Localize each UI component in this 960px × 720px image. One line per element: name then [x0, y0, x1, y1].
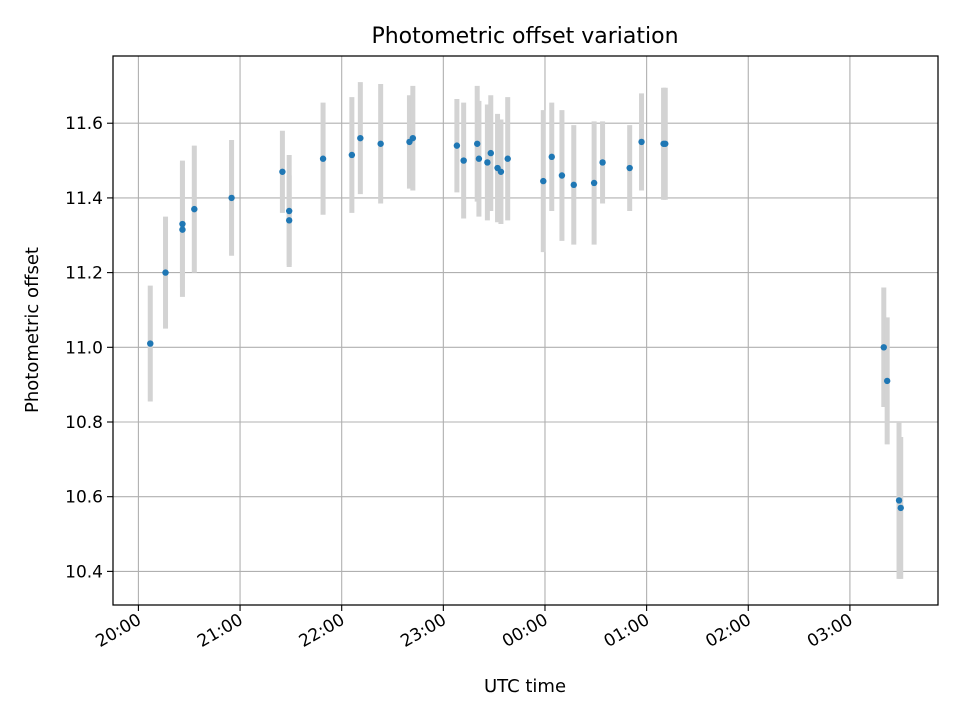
y-tick-label: 11.6	[65, 114, 103, 134]
data-point	[895, 497, 903, 504]
data-point	[497, 168, 505, 175]
data-point	[880, 344, 887, 351]
data-point	[285, 207, 293, 215]
chart-title: Photometric offset variation	[371, 24, 678, 49]
x-axis-label: UTC time	[484, 676, 566, 697]
data-point	[147, 340, 154, 347]
data-point	[474, 140, 481, 147]
data-point	[883, 377, 891, 385]
plot-frame	[112, 55, 939, 606]
data-point	[540, 177, 547, 185]
data-point	[487, 149, 494, 157]
y-tick-label: 10.8	[65, 413, 103, 433]
data-point	[548, 153, 555, 161]
data-point	[179, 226, 186, 233]
data-point	[453, 142, 461, 149]
y-tick-label: 10.6	[65, 488, 103, 508]
data-point	[558, 172, 566, 179]
y-tick-label: 10.4	[65, 562, 103, 582]
data-point	[348, 151, 356, 159]
data-point	[191, 205, 198, 213]
grid-lines	[113, 56, 938, 605]
data-point	[662, 140, 669, 147]
data-point	[285, 217, 293, 224]
y-axis-label: Photometric offset	[22, 247, 43, 413]
data-point	[484, 159, 491, 166]
y-tick-label: 11.0	[65, 338, 103, 358]
data-point	[162, 269, 169, 276]
data-point	[570, 181, 577, 189]
data-point	[504, 155, 511, 162]
data-point	[626, 164, 633, 172]
data-point	[179, 220, 186, 228]
data-point	[599, 159, 606, 166]
data-point	[460, 157, 467, 164]
y-tick-label: 11.2	[65, 264, 103, 284]
data-point	[357, 134, 364, 142]
data-point	[377, 140, 384, 147]
data-point	[897, 504, 904, 512]
data-point	[319, 155, 327, 162]
data-point	[228, 194, 235, 202]
data-point	[409, 134, 417, 142]
data-points	[147, 134, 904, 512]
y-axis-ticks: 10.4 10.6 10.8 11.0 11.2 11.4 11.6	[65, 114, 113, 582]
data-point	[590, 179, 598, 187]
y-tick-label: 11.4	[65, 189, 103, 209]
data-point	[475, 155, 483, 162]
data-point	[279, 168, 286, 175]
data-point	[638, 138, 645, 146]
